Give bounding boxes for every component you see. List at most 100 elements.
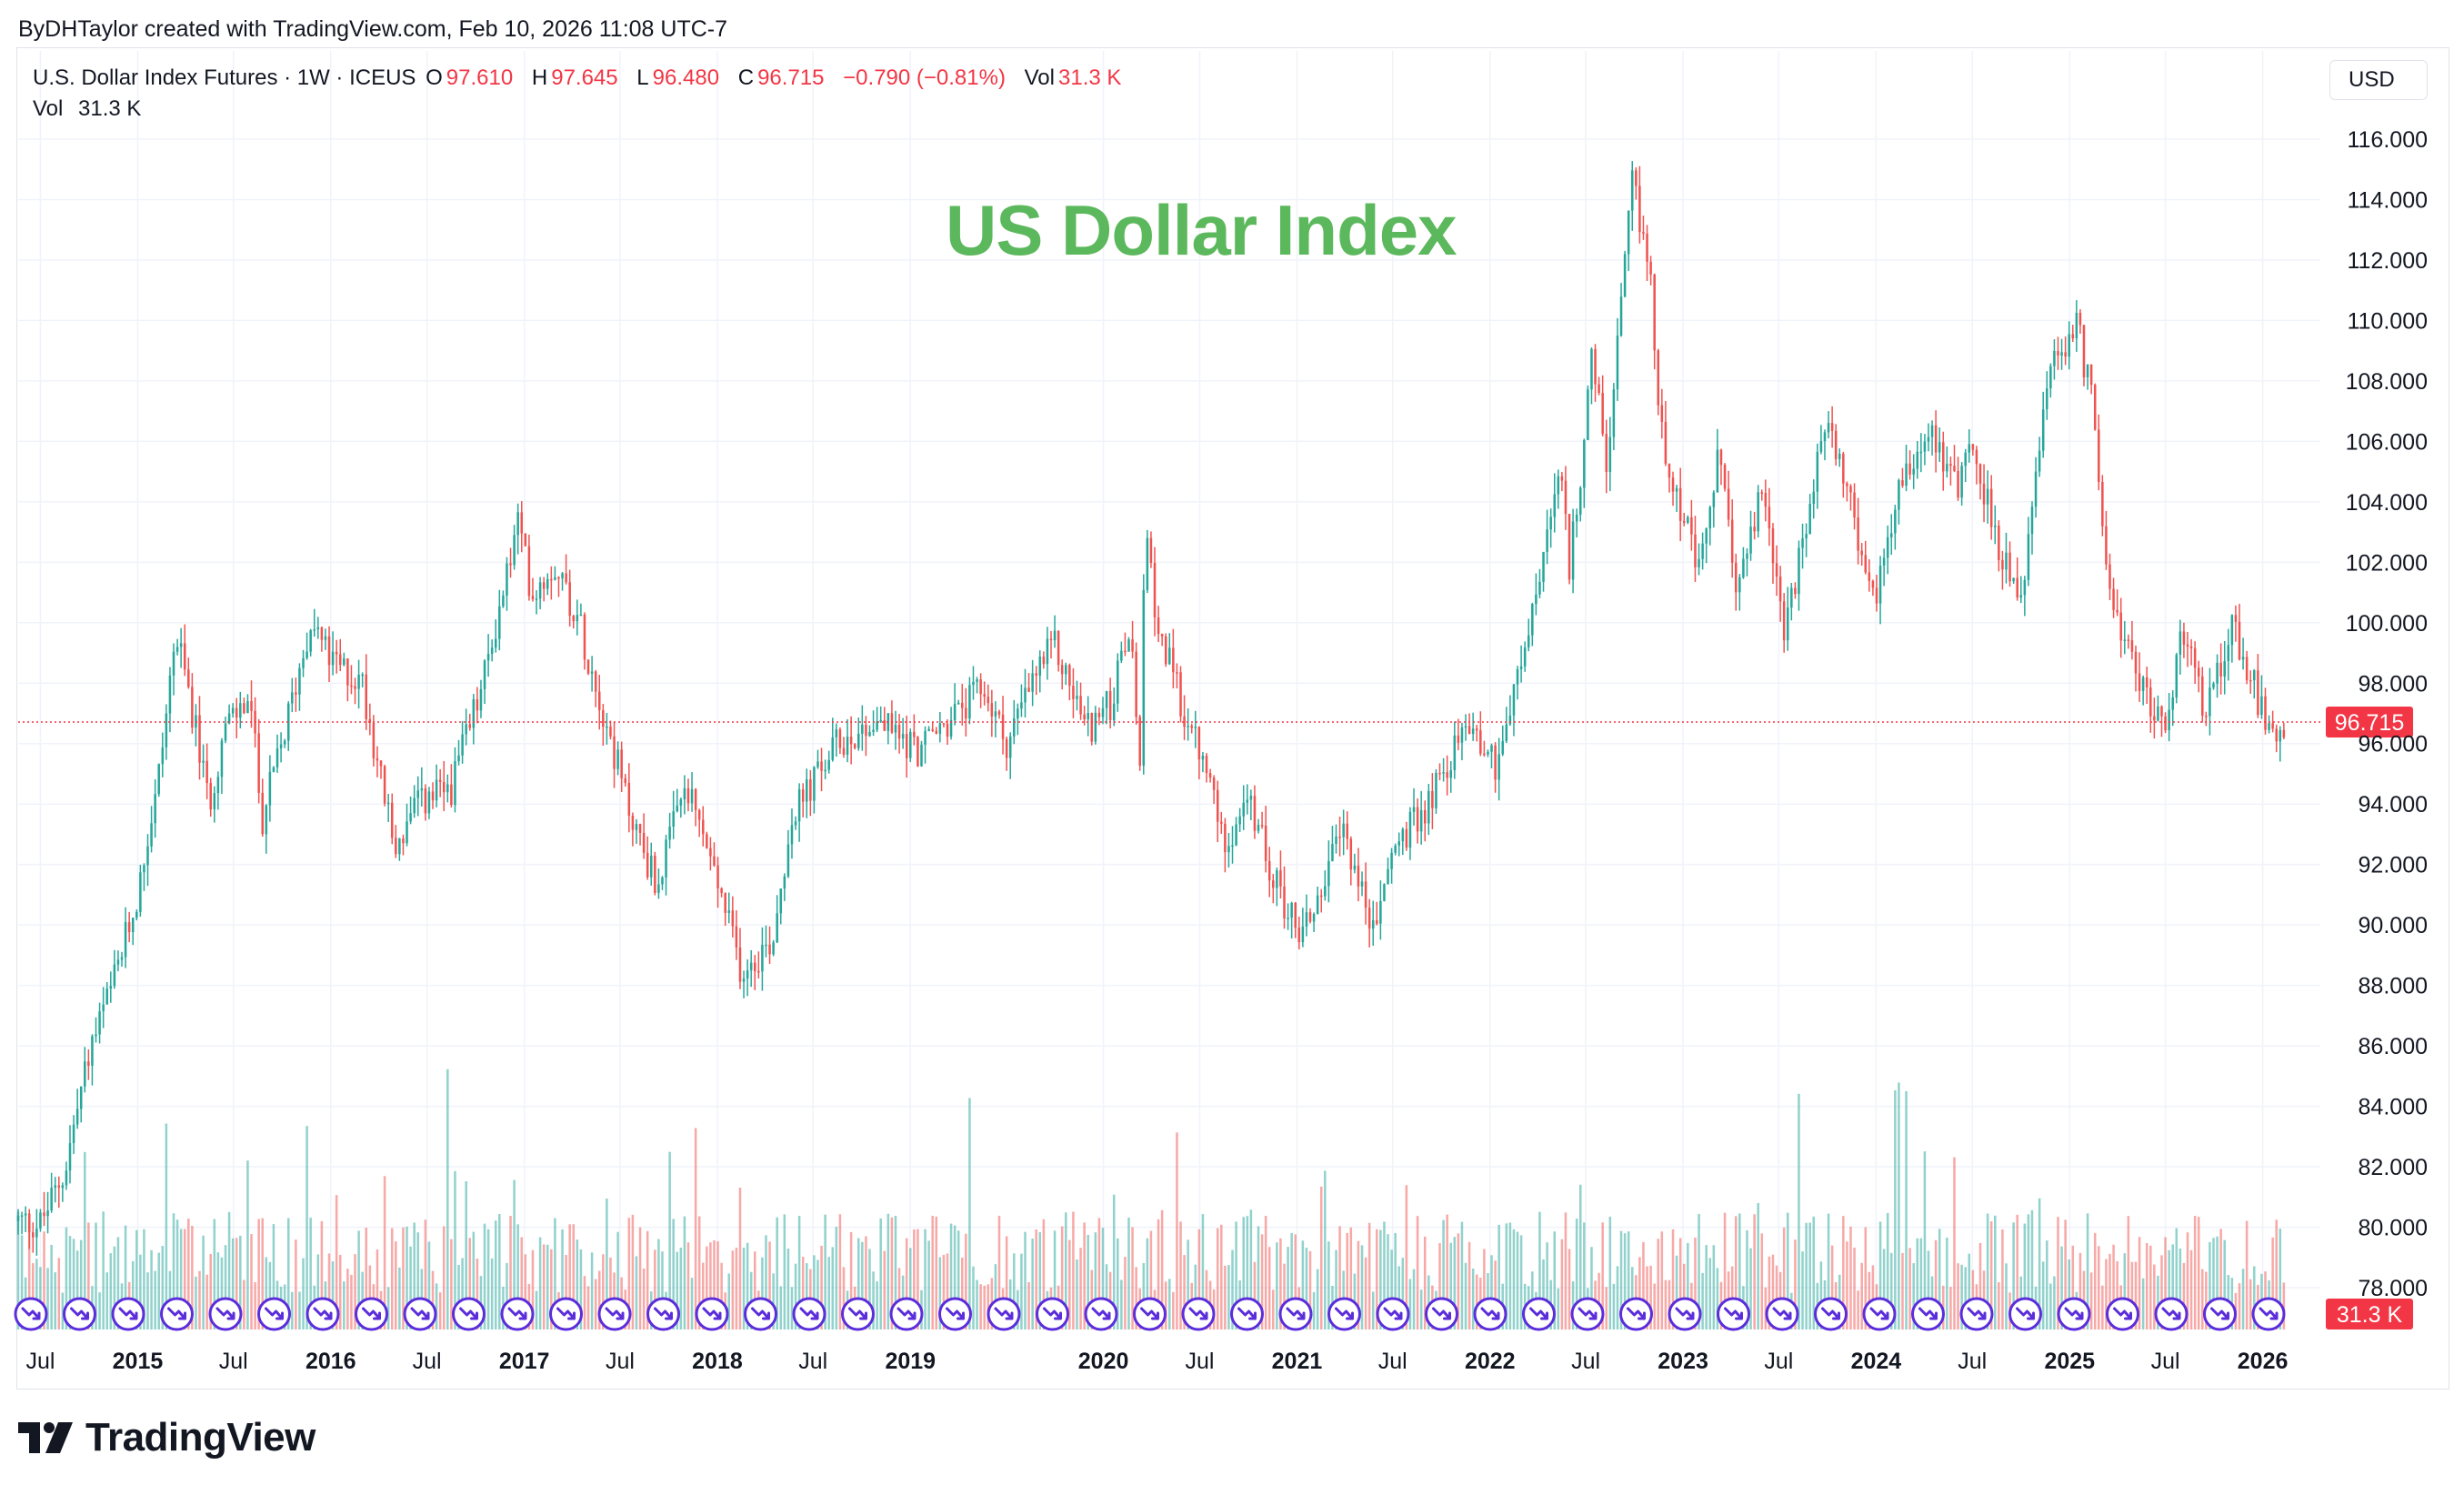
candle-body[interactable] <box>1264 825 1267 861</box>
candle-body[interactable] <box>275 748 279 768</box>
candle-body[interactable] <box>1364 881 1367 908</box>
candle-body[interactable] <box>2260 696 2263 716</box>
candle-body[interactable] <box>1172 647 1175 673</box>
candle-body[interactable] <box>1660 405 1664 422</box>
candle-body[interactable] <box>409 813 412 822</box>
candle-body[interactable] <box>1764 493 1768 507</box>
candle-body[interactable] <box>1197 727 1201 760</box>
candle-body[interactable] <box>1049 638 1053 641</box>
candle-body[interactable] <box>1376 920 1378 924</box>
candle-body[interactable] <box>1205 756 1208 774</box>
candle-body[interactable] <box>327 636 331 666</box>
candle-body[interactable] <box>2160 706 2163 717</box>
candle-body[interactable] <box>1297 928 1301 943</box>
candle-body[interactable] <box>1490 745 1493 752</box>
candle-body[interactable] <box>2257 670 2259 716</box>
candle-body[interactable] <box>438 779 442 782</box>
candle-body[interactable] <box>686 788 690 804</box>
candle-body[interactable] <box>1627 210 1630 255</box>
candle-body[interactable] <box>61 1185 65 1189</box>
candle-body[interactable] <box>786 844 790 877</box>
candle-body[interactable] <box>1716 449 1719 493</box>
candle-body[interactable] <box>846 737 849 755</box>
candle-body[interactable] <box>865 724 867 737</box>
candle-body[interactable] <box>2227 645 2230 661</box>
candle-body[interactable] <box>1705 528 1708 544</box>
candle-body[interactable] <box>957 702 960 705</box>
candle-body[interactable] <box>2116 609 2118 613</box>
last-price-badge[interactable] <box>2326 706 2413 737</box>
candle-body[interactable] <box>890 713 894 733</box>
candle-body[interactable] <box>961 702 964 708</box>
candle-body[interactable] <box>1164 636 1167 665</box>
candle-body[interactable] <box>1467 726 1471 735</box>
candle-body[interactable] <box>1649 261 1652 275</box>
candle-body[interactable] <box>2101 481 2104 527</box>
candle-body[interactable] <box>1479 730 1482 754</box>
candle-body[interactable] <box>701 819 705 835</box>
candle-body[interactable] <box>272 767 275 772</box>
candle-body[interactable] <box>1349 838 1353 870</box>
candle-body[interactable] <box>861 724 864 734</box>
candle-body[interactable] <box>2138 673 2141 691</box>
candle-body[interactable] <box>2230 615 2234 646</box>
candle-body[interactable] <box>2193 647 2197 668</box>
candle-body[interactable] <box>809 779 812 801</box>
candle-body[interactable] <box>198 715 201 763</box>
candle-body[interactable] <box>450 784 453 806</box>
candle-body[interactable] <box>2075 313 2078 339</box>
candle-body[interactable] <box>1819 441 1823 452</box>
candle-body[interactable] <box>1730 519 1734 563</box>
candle-body[interactable] <box>2212 683 2215 688</box>
candle-body[interactable] <box>346 658 349 686</box>
candle-body[interactable] <box>261 792 264 835</box>
candle-body[interactable] <box>742 978 746 982</box>
candle-body[interactable] <box>1494 745 1497 780</box>
candle-body[interactable] <box>1438 772 1441 775</box>
candle-body[interactable] <box>1353 865 1357 870</box>
candle-body[interactable] <box>620 749 623 778</box>
candle-body[interactable] <box>1516 668 1519 685</box>
candle-body[interactable] <box>2105 526 2108 565</box>
candle-body[interactable] <box>772 942 775 955</box>
candle-body[interactable] <box>672 811 675 827</box>
candle-body[interactable] <box>124 921 127 958</box>
candle-body[interactable] <box>1568 514 1571 580</box>
candle-body[interactable] <box>646 852 649 878</box>
candle-body[interactable] <box>1212 778 1216 790</box>
candle-body[interactable] <box>220 740 224 778</box>
candle-body[interactable] <box>57 1185 61 1189</box>
candle-body[interactable] <box>565 573 567 583</box>
candle-body[interactable] <box>731 910 735 927</box>
candle-body[interactable] <box>191 687 194 728</box>
candle-body[interactable] <box>2016 577 2018 598</box>
candle-body[interactable] <box>1279 870 1282 887</box>
candle-body[interactable] <box>1723 465 1727 489</box>
candle-body[interactable] <box>335 651 338 655</box>
candle-body[interactable] <box>1635 170 1638 186</box>
candle-body[interactable] <box>813 767 816 801</box>
candle-body[interactable] <box>654 855 656 893</box>
candle-body[interactable] <box>987 697 990 704</box>
candle-body[interactable] <box>84 1061 86 1087</box>
candle-body[interactable] <box>1587 389 1589 440</box>
candle-body[interactable] <box>765 944 767 947</box>
candle-body[interactable] <box>931 728 934 731</box>
candle-body[interactable] <box>1798 547 1800 595</box>
candle-body[interactable] <box>876 721 878 730</box>
candle-body[interactable] <box>2019 595 2023 598</box>
candle-body[interactable] <box>1527 635 1530 647</box>
candle-body[interactable] <box>2182 631 2186 645</box>
candle-body[interactable] <box>1512 684 1516 716</box>
candle-body[interactable] <box>1838 453 1841 459</box>
candle-body[interactable] <box>1898 480 1900 510</box>
candle-body[interactable] <box>1227 846 1230 853</box>
candle-body[interactable] <box>979 679 982 695</box>
candle-body[interactable] <box>1149 537 1153 563</box>
candle-body[interactable] <box>1664 421 1668 464</box>
candle-body[interactable] <box>776 913 778 943</box>
candle-body[interactable] <box>120 957 124 960</box>
candle-body[interactable] <box>250 700 253 711</box>
candle-body[interactable] <box>972 681 975 686</box>
candle-body[interactable] <box>316 627 320 630</box>
